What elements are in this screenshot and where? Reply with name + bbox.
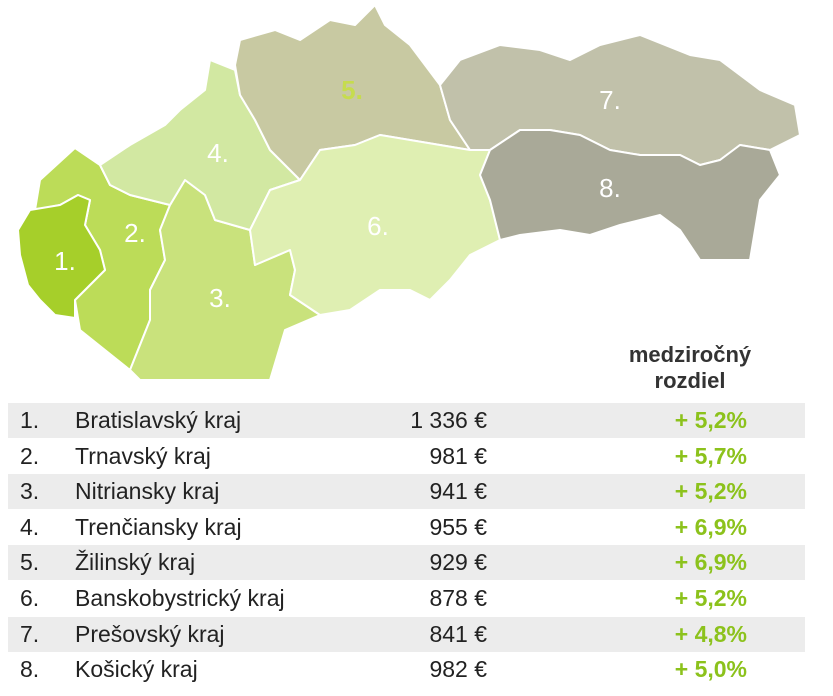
region-name: Nitriansky kraj (75, 478, 220, 505)
region-label: 1. (54, 246, 76, 276)
salary: 878 € (429, 585, 487, 611)
row-number: 8. (20, 656, 40, 683)
change: + 5,0% (674, 656, 747, 683)
region-1 (17, 194, 106, 319)
table-row: 8. Košický kraj 982 € + 5,0% (8, 652, 805, 687)
change: + 6,9% (674, 549, 747, 576)
header: medziročný (628, 342, 752, 367)
header: rozdiel (654, 368, 726, 393)
change: + 4,8% (674, 620, 747, 647)
table-row: 7. Prešovský kraj 841 € + 4,8% (8, 616, 805, 652)
table-row: 3. Nitriansky kraj 941 € + 5,2% (8, 474, 805, 510)
region-name: Banskobystrický kraj (75, 585, 285, 611)
row-number: 4. (20, 513, 40, 540)
region-label: 3. (209, 283, 231, 313)
region-label: 5. (341, 75, 363, 105)
region-label: 8. (599, 173, 621, 203)
row-number: 5. (20, 549, 40, 576)
table-row: 2. Trnavský kraj 981 € + 5,7% (8, 439, 805, 474)
row-number: 6. (20, 585, 40, 611)
region-label: 6. (367, 211, 389, 241)
salary: 982 € (429, 656, 487, 683)
region-label: 2. (124, 218, 146, 248)
table-row: 1. Bratislavský kraj 1 336 € + 5,2% (8, 403, 805, 438)
region-name: Bratislavský kraj (75, 407, 242, 433)
region-name: Trnavský kraj (75, 442, 211, 469)
salary: 1 336 € (410, 407, 487, 433)
row-number: 1. (20, 407, 40, 433)
change: + 5,2% (674, 585, 747, 611)
salary: 841 € (429, 620, 487, 647)
region-8 (479, 129, 781, 261)
salary: 941 € (429, 478, 487, 505)
region-label: 4. (207, 138, 229, 168)
region-name: Košický kraj (75, 656, 198, 683)
change: + 5,2% (674, 478, 747, 505)
region-name: Trenčiansky kraj (75, 513, 242, 540)
row-number: 3. (20, 478, 40, 505)
table-row: 4. Trenčiansky kraj 955 € + 6,9% (8, 510, 805, 545)
change: + 5,7% (674, 442, 747, 469)
table-row: 5. Žilinský kraj 929 € + 6,9% (8, 545, 805, 581)
region-6 (249, 134, 501, 316)
salary: 955 € (429, 513, 487, 540)
region-label: 7. (599, 85, 621, 115)
region-name: Žilinský kraj (75, 549, 196, 576)
region-name: Prešovský kraj (75, 620, 225, 647)
salary: 929 € (429, 549, 487, 576)
table-row: 6. Banskobystrický kraj 878 € + 5,2% (8, 581, 805, 616)
row-number: 2. (20, 442, 40, 469)
change: + 5,2% (674, 407, 747, 433)
map: 1. 2. 3. 4. 5. 6. 7. 8. (17, 4, 801, 381)
row-number: 7. (20, 620, 40, 647)
salary: 981 € (429, 442, 487, 469)
change: + 6,9% (674, 513, 747, 540)
